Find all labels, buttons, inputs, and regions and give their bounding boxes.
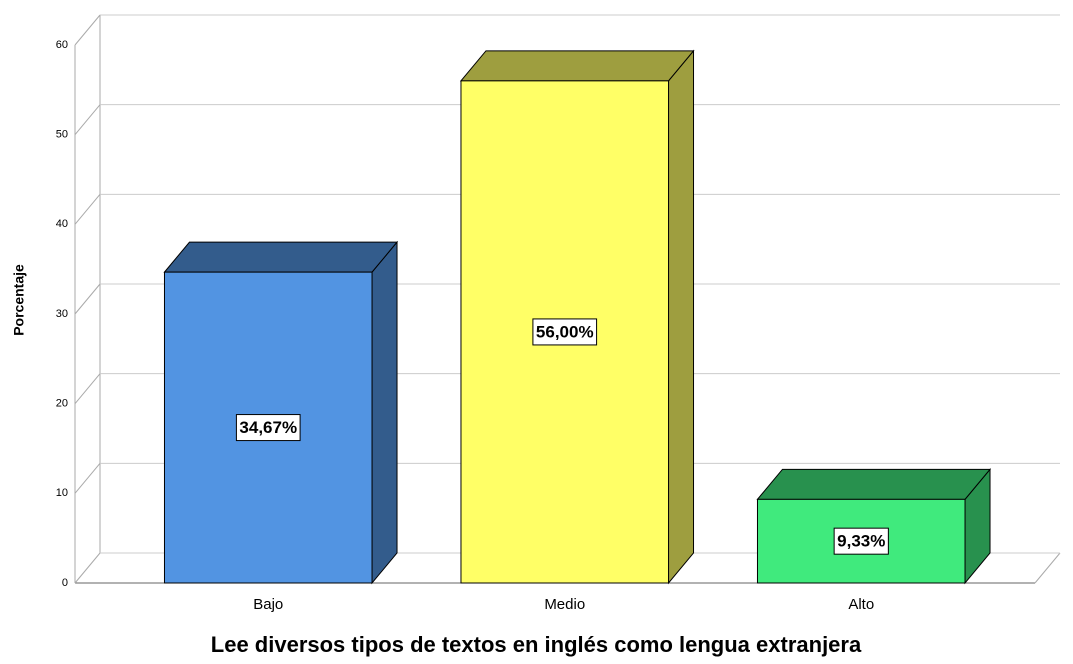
x-tick-label: Medio [544, 596, 585, 613]
grid-line [74, 14, 101, 46]
bar-top [163, 241, 399, 273]
bar-top [459, 50, 695, 82]
y-axis-title: Porcentaje [11, 264, 27, 336]
x-tick-label: Alto [848, 596, 874, 613]
grid-line [74, 283, 101, 315]
chart-title: Lee diversos tipos de textos en inglés c… [211, 632, 862, 657]
value-label-box [833, 527, 889, 555]
y-tick-label: 50 [56, 129, 68, 141]
value-label: 9,33% [837, 532, 885, 551]
y-tick-label: 40 [56, 218, 68, 230]
grid-line [74, 373, 101, 404]
y-tick-label: 60 [56, 39, 68, 51]
y-tick-label: 30 [56, 308, 68, 320]
bar-side [668, 49, 695, 585]
grid-line [74, 463, 101, 494]
floor-edge [1034, 552, 1061, 584]
value-label: 34,67% [239, 418, 297, 437]
y-tick-label: 10 [56, 487, 68, 499]
value-label-box [532, 318, 598, 346]
grid-line [74, 104, 101, 135]
value-label-box [235, 414, 301, 442]
y-tick-label: 0 [62, 577, 68, 589]
x-tick-label: Bajo [253, 596, 283, 613]
bar-side [371, 240, 398, 585]
bar-top [756, 468, 992, 500]
grid-line [74, 194, 101, 225]
grid-line [74, 552, 101, 584]
y-tick-label: 20 [56, 398, 68, 410]
value-label: 56,00% [536, 322, 594, 341]
